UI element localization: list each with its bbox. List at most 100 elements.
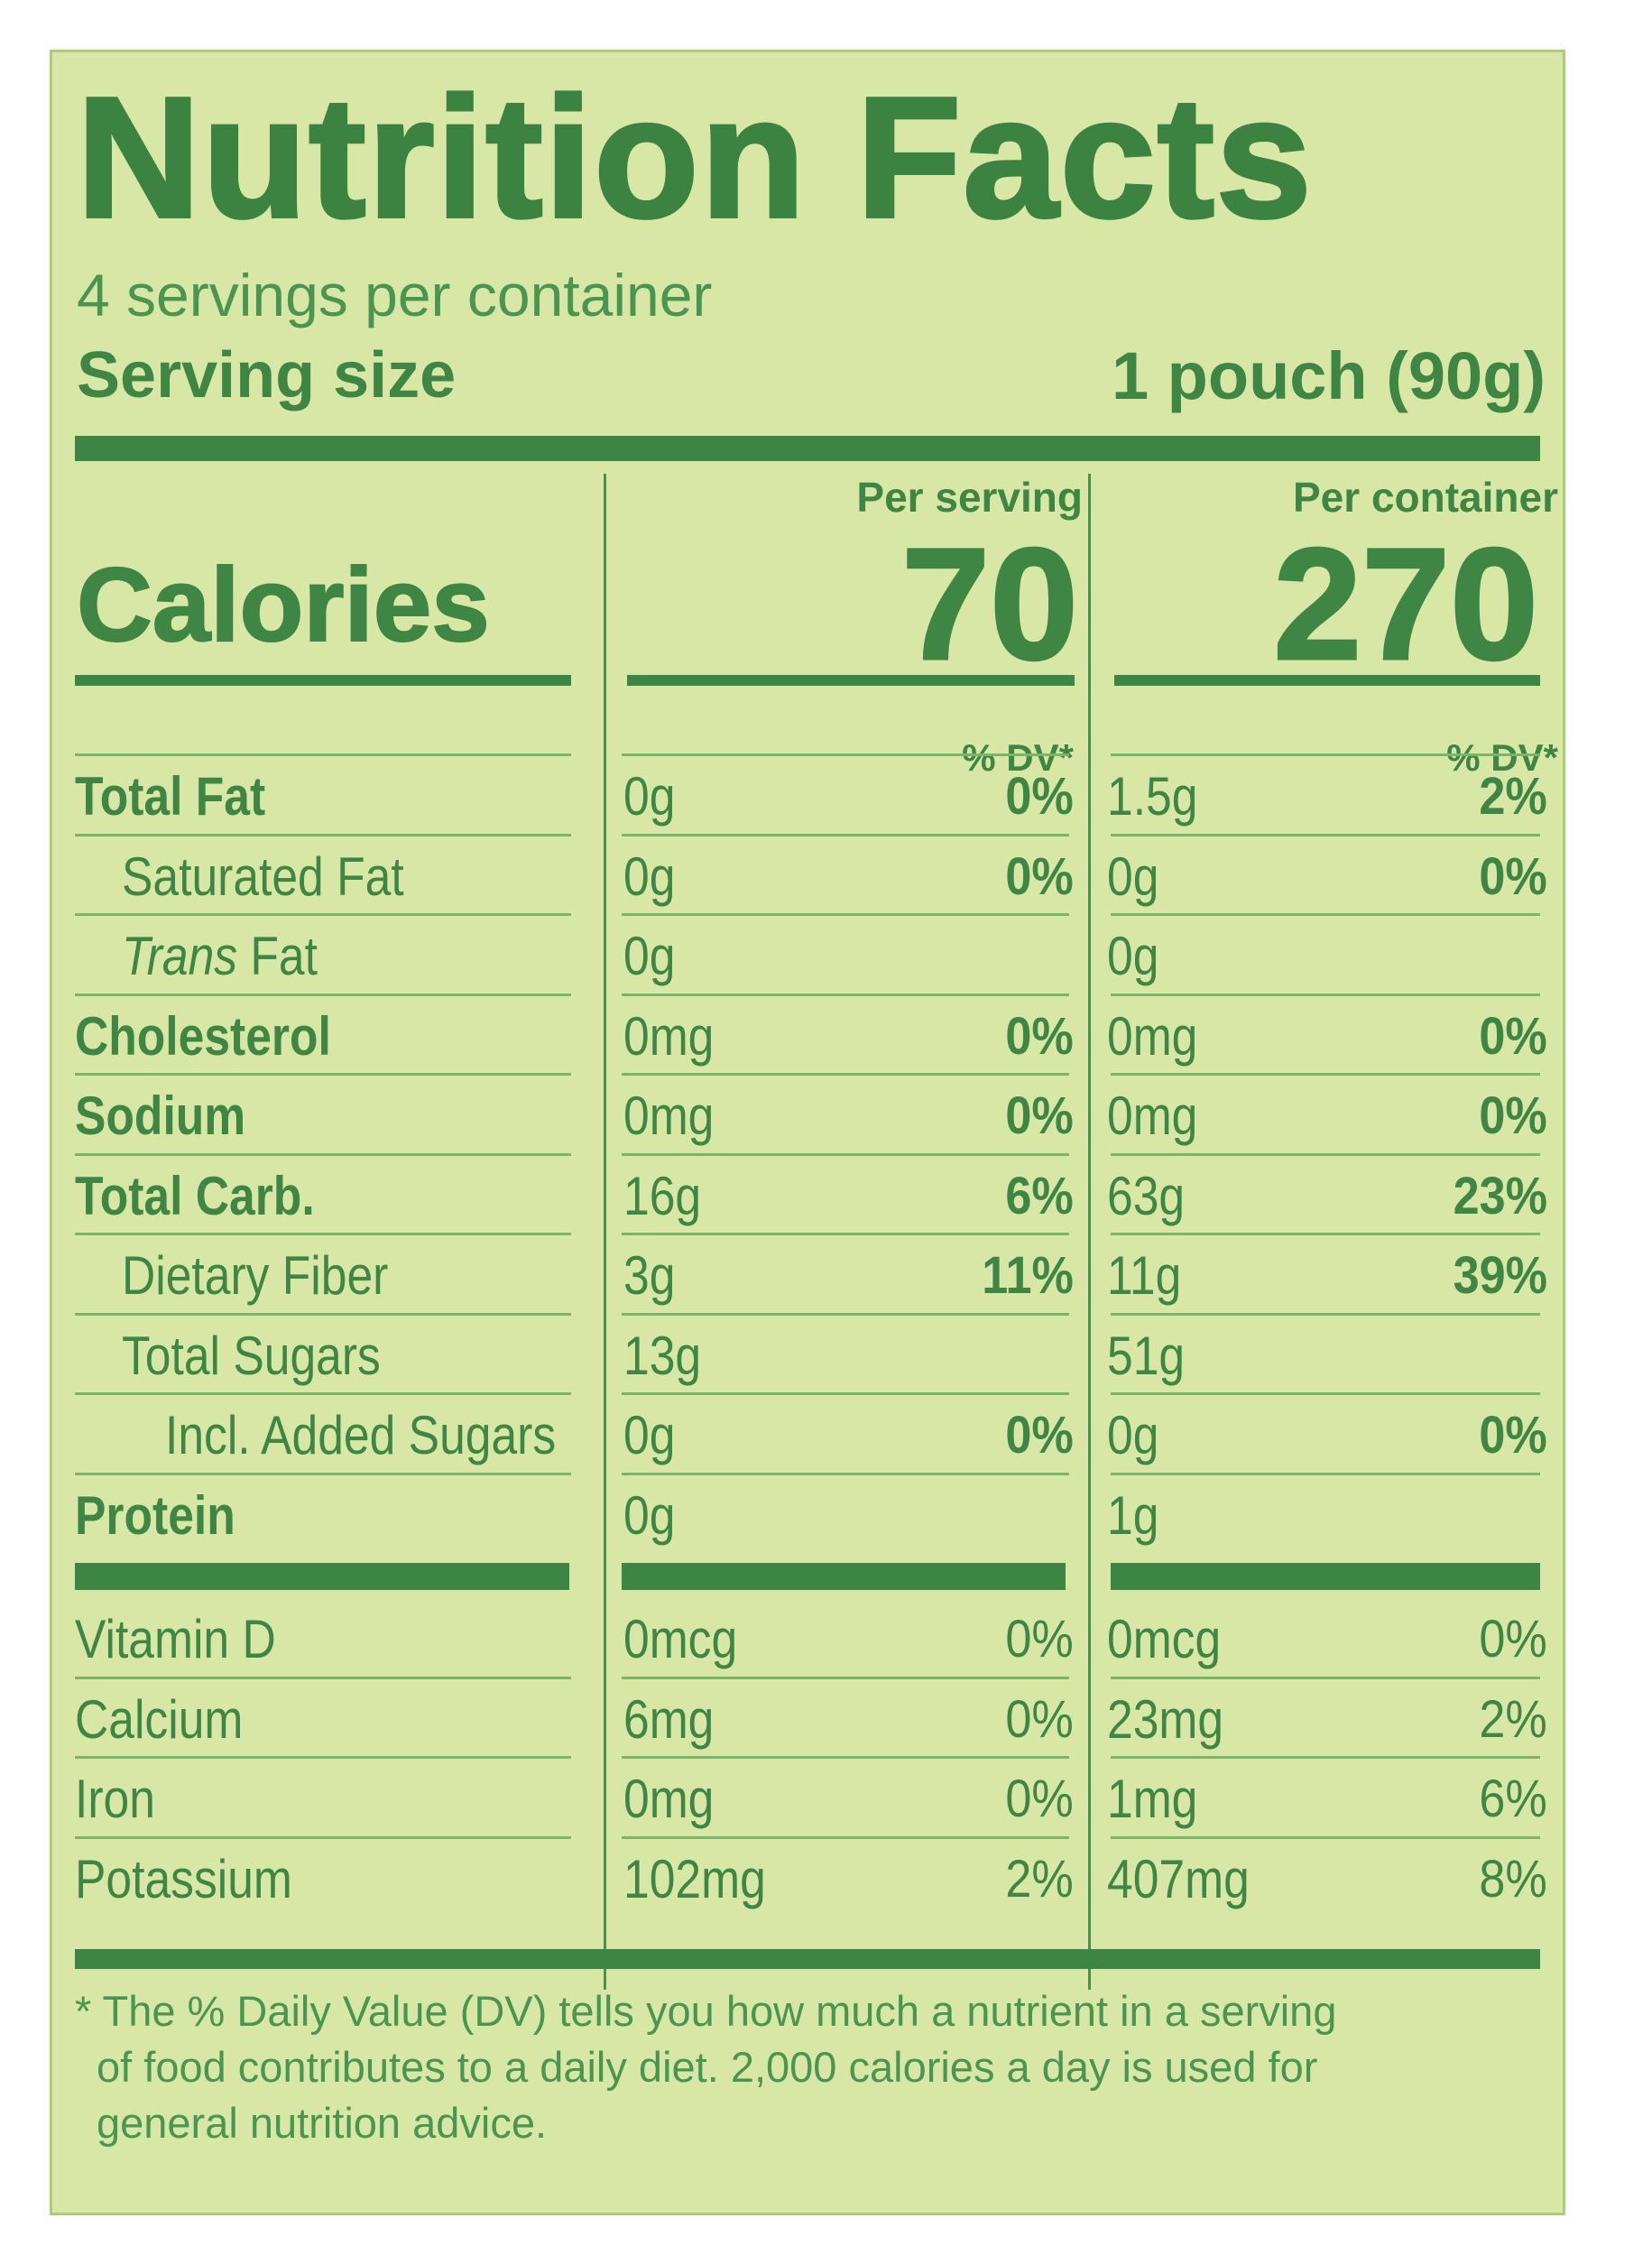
- container-dv: 0%: [1479, 846, 1547, 906]
- nutrient-label: Trans Fat: [122, 917, 318, 996]
- container-dv: 0%: [1479, 1006, 1547, 1066]
- container-dv: 0%: [1479, 1086, 1547, 1145]
- container-amount: 0mg: [1107, 1086, 1198, 1146]
- column-divider-1: [604, 474, 606, 1990]
- container-dv: 39%: [1453, 1246, 1547, 1305]
- calories-underline-label: [75, 675, 571, 686]
- row-separator: [622, 1312, 1069, 1316]
- page-title: Nutrition Facts: [75, 62, 1314, 254]
- footnote-line: * The % Daily Value (DV) tells you how m…: [75, 1987, 1337, 2035]
- serving-dv: 0%: [1005, 1006, 1074, 1066]
- nutrient-label: Total Sugars: [122, 1317, 381, 1396]
- nutrient-label: Dietary Fiber: [122, 1236, 388, 1316]
- row-separator: [622, 913, 1069, 916]
- row-separator: [622, 1835, 1069, 1839]
- row-separator: [75, 1152, 571, 1156]
- serving-amount: 16g: [623, 1165, 702, 1226]
- serving-amount: 102mg: [623, 1848, 766, 1909]
- row-separator: [622, 1073, 1069, 1076]
- calories-underline-serving: [627, 675, 1075, 686]
- nutrient-label: Sodium: [75, 1077, 245, 1156]
- serving-amount: 0g: [623, 766, 676, 827]
- nutrient-label: Protein: [75, 1476, 235, 1556]
- container-dv: 2%: [1479, 1689, 1547, 1749]
- nutrient-label: Iron: [75, 1760, 155, 1839]
- thick-divider-vitamins-label: [75, 1563, 569, 1590]
- nutrient-label-text: Total Carb.: [75, 1165, 315, 1226]
- nutrient-label-text: Potassium: [75, 1848, 292, 1909]
- nutrient-label-text: Fat: [237, 926, 318, 986]
- container-amount: 0mcg: [1107, 1609, 1222, 1669]
- serving-size-value: 1 pouch (90g): [1111, 338, 1546, 413]
- container-dv: 6%: [1479, 1770, 1547, 1828]
- calories-underline-container: [1114, 675, 1540, 686]
- vitamin-row: Iron 0mg 0% 1mg 6%: [50, 1756, 1565, 1839]
- nutrient-row: Total Carb. 16g 6% 63g 23%: [50, 1152, 1565, 1236]
- nutrient-label-text: Total Fat: [75, 766, 266, 827]
- row-separator: [75, 1392, 571, 1395]
- row-separator: [75, 1835, 571, 1839]
- serving-amount: 0g: [623, 1405, 676, 1465]
- row-separator: [622, 993, 1069, 996]
- serving-amount: 13g: [623, 1325, 702, 1386]
- per-serving-header: Per serving: [856, 474, 1083, 521]
- nutrient-label: Calcium: [75, 1680, 243, 1760]
- nutrition-facts-panel: Nutrition Facts 4 servings per container…: [50, 50, 1565, 2215]
- vitamin-row: Potassium 102mg 2% 407mg 8%: [50, 1835, 1565, 1919]
- nutrient-label: Incl. Added Sugars: [165, 1396, 556, 1475]
- row-separator: [622, 1152, 1069, 1156]
- nutrient-label-text: Protein: [75, 1484, 235, 1546]
- row-separator: [622, 833, 1069, 836]
- dv-header-serving: % DV*: [962, 736, 1074, 779]
- serving-dv: 0%: [1005, 767, 1074, 826]
- serving-amount: 0g: [623, 1484, 676, 1546]
- serving-size-label: Serving size: [77, 339, 457, 411]
- serving-dv: 0%: [1005, 1086, 1074, 1145]
- row-separator: [1111, 1152, 1540, 1156]
- serving-amount: 3g: [623, 1245, 676, 1306]
- container-amount: 0g: [1107, 926, 1159, 986]
- row-separator: [1111, 1312, 1540, 1316]
- nutrient-label-text: Calcium: [75, 1688, 244, 1750]
- column-divider-2: [1088, 474, 1091, 1990]
- row-separator: [1111, 1756, 1540, 1759]
- container-amount: 407mg: [1107, 1848, 1250, 1909]
- thick-divider-vitamins-container: [1111, 1563, 1540, 1590]
- serving-amount: 6mg: [623, 1688, 715, 1750]
- serving-dv: 6%: [1005, 1166, 1074, 1225]
- container-dv: 0%: [1479, 1610, 1547, 1668]
- row-separator: [75, 833, 571, 836]
- nutrient-label: Vitamin D: [75, 1600, 276, 1679]
- nutrient-label: Cholesterol: [75, 997, 331, 1077]
- nutrient-row: Total Fat 0g 0% 1.5g 2%: [50, 753, 1565, 836]
- nutrient-label-text: Vitamin D: [75, 1609, 276, 1669]
- row-separator: [75, 1312, 571, 1316]
- footnote-line: general nutrition advice.: [97, 2099, 548, 2147]
- container-dv: 0%: [1479, 1406, 1547, 1465]
- row-separator: [75, 1676, 571, 1679]
- serving-amount: 0g: [623, 926, 676, 986]
- row-separator: [1111, 1835, 1540, 1839]
- nutrient-label: Total Carb.: [75, 1157, 315, 1236]
- row-separator: [75, 753, 571, 756]
- serving-dv: 11%: [982, 1246, 1074, 1305]
- serving-dv: 2%: [1005, 1849, 1074, 1908]
- row-separator: [75, 1472, 571, 1475]
- row-separator: [1111, 1073, 1540, 1076]
- nutrient-label-text: Total Sugars: [122, 1325, 381, 1386]
- row-separator: [1111, 833, 1540, 836]
- container-amount: 0g: [1107, 846, 1159, 907]
- nutrient-label-text: Dietary Fiber: [122, 1245, 389, 1306]
- nutrient-row: Total Sugars 13g 51g: [50, 1312, 1565, 1396]
- thick-divider-vitamins-serving: [622, 1563, 1066, 1590]
- container-amount: 0mg: [1107, 1005, 1198, 1067]
- nutrient-label-text: Cholesterol: [75, 1005, 331, 1067]
- servings-per-container: 4 servings per container: [77, 262, 713, 328]
- nutrient-label-italic: Trans: [122, 926, 238, 986]
- thick-divider-top: [75, 436, 1540, 461]
- nutrient-row: Cholesterol 0mg 0% 0mg 0%: [50, 993, 1565, 1077]
- row-separator: [1111, 1676, 1540, 1679]
- vitamin-row: Vitamin D 0mcg 0% 0mcg 0%: [50, 1600, 1565, 1679]
- row-separator: [1111, 1233, 1540, 1235]
- serving-amount: 0mg: [623, 1086, 715, 1146]
